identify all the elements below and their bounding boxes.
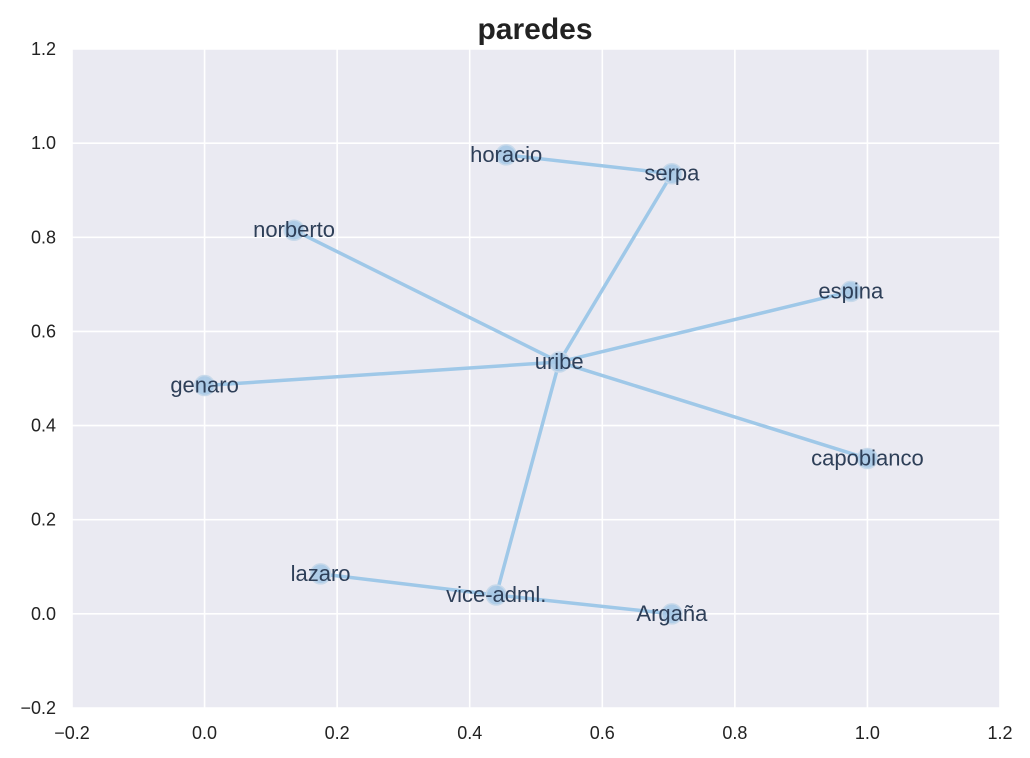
edge — [557, 289, 853, 364]
edge — [557, 171, 674, 364]
y-tick-label: −0.2 — [20, 698, 56, 718]
node-point — [495, 144, 517, 166]
y-tick-label: 0.4 — [31, 416, 56, 436]
x-tick-label: −0.2 — [54, 723, 90, 743]
node-point — [309, 563, 332, 585]
edge — [202, 360, 561, 388]
y-tick-label: 1.0 — [31, 133, 56, 153]
y-tick-label: 1.2 — [31, 39, 56, 59]
x-axis-ticks: −0.2 0.0 0.2 0.4 0.6 0.8 1.0 1.2 — [54, 723, 1012, 743]
node-point — [548, 351, 570, 373]
node-label: vice-adml. — [446, 582, 546, 607]
x-tick-label: 0.0 — [192, 723, 217, 743]
node-label: uribe — [535, 349, 584, 374]
x-tick-label: 0.4 — [457, 723, 482, 743]
node-point — [840, 280, 862, 303]
node-point — [856, 447, 879, 470]
node-point — [283, 219, 305, 241]
x-tick-label: 0.6 — [590, 723, 615, 743]
edge — [557, 360, 870, 461]
node-label: norberto — [253, 217, 335, 242]
node-label: Argaña — [636, 601, 708, 626]
chart-title: paredes — [477, 13, 592, 46]
node-label: serpa — [644, 161, 700, 186]
node-label: genaro — [170, 373, 239, 398]
y-tick-label: 0.6 — [31, 321, 56, 341]
x-tick-label: 0.2 — [325, 723, 350, 743]
node-label: lazaro — [291, 561, 351, 586]
edges — [202, 153, 870, 616]
edge — [318, 572, 498, 597]
y-tick-label: 0.0 — [31, 604, 56, 624]
node-label: capobianco — [811, 446, 924, 471]
edge — [504, 153, 674, 176]
y-axis-ticks: −0.2 0.0 0.2 0.4 0.6 0.8 1.0 1.2 — [20, 39, 56, 718]
x-tick-label: 1.2 — [987, 723, 1012, 743]
x-tick-label: 0.8 — [722, 723, 747, 743]
x-tick-label: 1.0 — [855, 723, 880, 743]
y-tick-label: 0.2 — [31, 510, 56, 530]
node-label: horacio — [470, 142, 542, 167]
node-point — [661, 162, 683, 185]
nodes — [193, 144, 879, 625]
y-tick-label: 0.8 — [31, 227, 56, 247]
edge — [494, 593, 674, 616]
node-point — [485, 584, 507, 606]
grid — [71, 48, 1001, 709]
edge — [292, 228, 561, 364]
node-label: espina — [818, 278, 884, 303]
node-point — [193, 374, 216, 397]
edge — [494, 360, 561, 597]
node-point — [661, 603, 683, 625]
node-labels: horacio serpa norberto espina uribe genaro cap… — [170, 142, 923, 626]
